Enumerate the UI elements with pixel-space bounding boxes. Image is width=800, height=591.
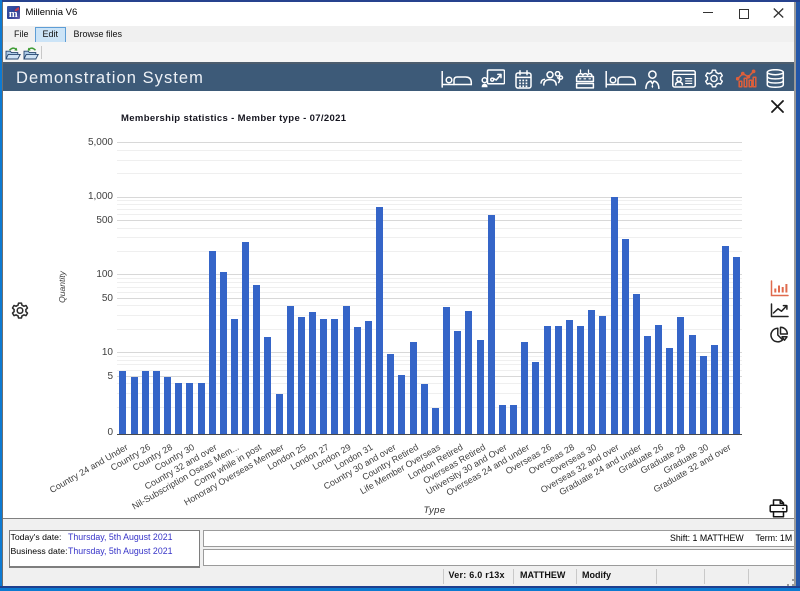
svg-text:m: m <box>9 9 18 19</box>
